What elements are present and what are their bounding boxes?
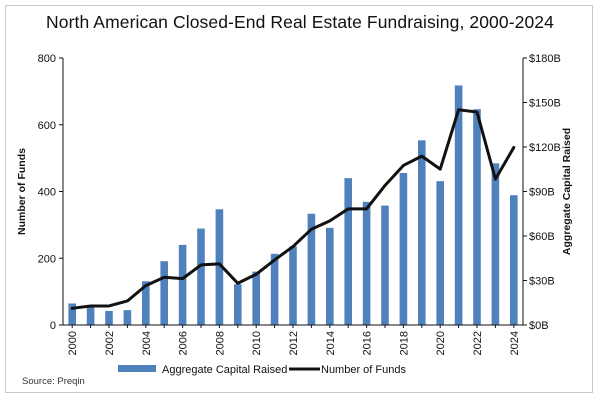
left-tick-label: 400 xyxy=(38,187,56,199)
right-tick-label: $180B xyxy=(529,53,561,65)
chart-title: North American Closed-End Real Estate Fu… xyxy=(46,12,554,32)
axes xyxy=(59,57,527,328)
bar-2011 xyxy=(270,253,279,325)
x-tick-label: 2006 xyxy=(178,331,190,355)
left-tick-label: 200 xyxy=(38,253,56,265)
left-tick-label: 600 xyxy=(38,120,56,132)
right-tick-label: $150B xyxy=(529,98,561,110)
left-tick-label: 0 xyxy=(50,320,56,332)
bar-2020 xyxy=(436,181,444,325)
bar-2013 xyxy=(307,213,316,325)
bar-2007 xyxy=(197,228,205,325)
x-tick-label: 2014 xyxy=(325,331,337,355)
x-tick-label: 2020 xyxy=(435,331,447,355)
left-axis-label: Number of Funds xyxy=(16,148,28,235)
legend-bar-label: Aggregate Capital Raised xyxy=(162,364,287,376)
bar-2001 xyxy=(86,305,95,325)
legend-bar-swatch xyxy=(118,365,156,372)
bar-2014 xyxy=(326,227,334,325)
chart-frame xyxy=(5,5,593,393)
x-tick-label: 2004 xyxy=(141,331,153,355)
bar-2005 xyxy=(160,261,168,325)
bar-2000 xyxy=(68,303,76,325)
x-tick-label: 2010 xyxy=(251,331,263,355)
bar-series xyxy=(68,85,518,325)
bar-2016 xyxy=(362,201,371,325)
bar-2006 xyxy=(178,244,187,325)
right-tick-label: $120B xyxy=(529,142,561,154)
bar-2017 xyxy=(381,205,389,325)
right-tick-label: $90B xyxy=(529,187,555,199)
bar-2012 xyxy=(289,246,297,325)
x-tick-label: 2016 xyxy=(362,331,374,355)
legend-line-label: Number of Funds xyxy=(321,364,406,376)
bar-2018 xyxy=(399,172,408,325)
bar-2015 xyxy=(344,178,352,325)
x-tick-label: 2000 xyxy=(67,331,79,355)
bar-2022 xyxy=(473,109,481,325)
bar-2010 xyxy=(252,271,260,325)
x-tick-label: 2018 xyxy=(398,331,410,355)
right-tick-label: $60B xyxy=(529,231,555,243)
bar-2004 xyxy=(142,281,150,325)
right-axis-label: Aggregate Capital Raised xyxy=(561,128,573,255)
bar-2002 xyxy=(105,310,113,325)
bar-2024 xyxy=(510,195,518,325)
funds-line xyxy=(70,108,516,310)
x-tick-label: 2012 xyxy=(288,331,300,355)
x-tick-label: 2002 xyxy=(104,331,116,355)
bar-2019 xyxy=(418,140,426,325)
right-tick-label: $30B xyxy=(529,276,555,288)
bar-2009 xyxy=(234,284,242,325)
bar-2023 xyxy=(491,163,500,325)
bar-2021 xyxy=(454,85,463,325)
bar-2003 xyxy=(123,310,132,325)
source-note: Source: Preqin xyxy=(22,376,85,387)
legend: Aggregate Capital Raised Number of Funds xyxy=(118,364,406,376)
line-series xyxy=(70,108,516,310)
x-tick-label: 2024 xyxy=(509,331,521,355)
left-tick-label: 800 xyxy=(38,53,56,65)
x-tick-label: 2022 xyxy=(472,331,484,355)
bar-2008 xyxy=(215,209,224,325)
x-tick-label: 2008 xyxy=(214,331,226,355)
right-tick-label: $0B xyxy=(529,320,549,332)
tick-labels: 0 200 400 600 800 $0B $30B $60B $90B $120B $150B $1… xyxy=(38,53,561,355)
